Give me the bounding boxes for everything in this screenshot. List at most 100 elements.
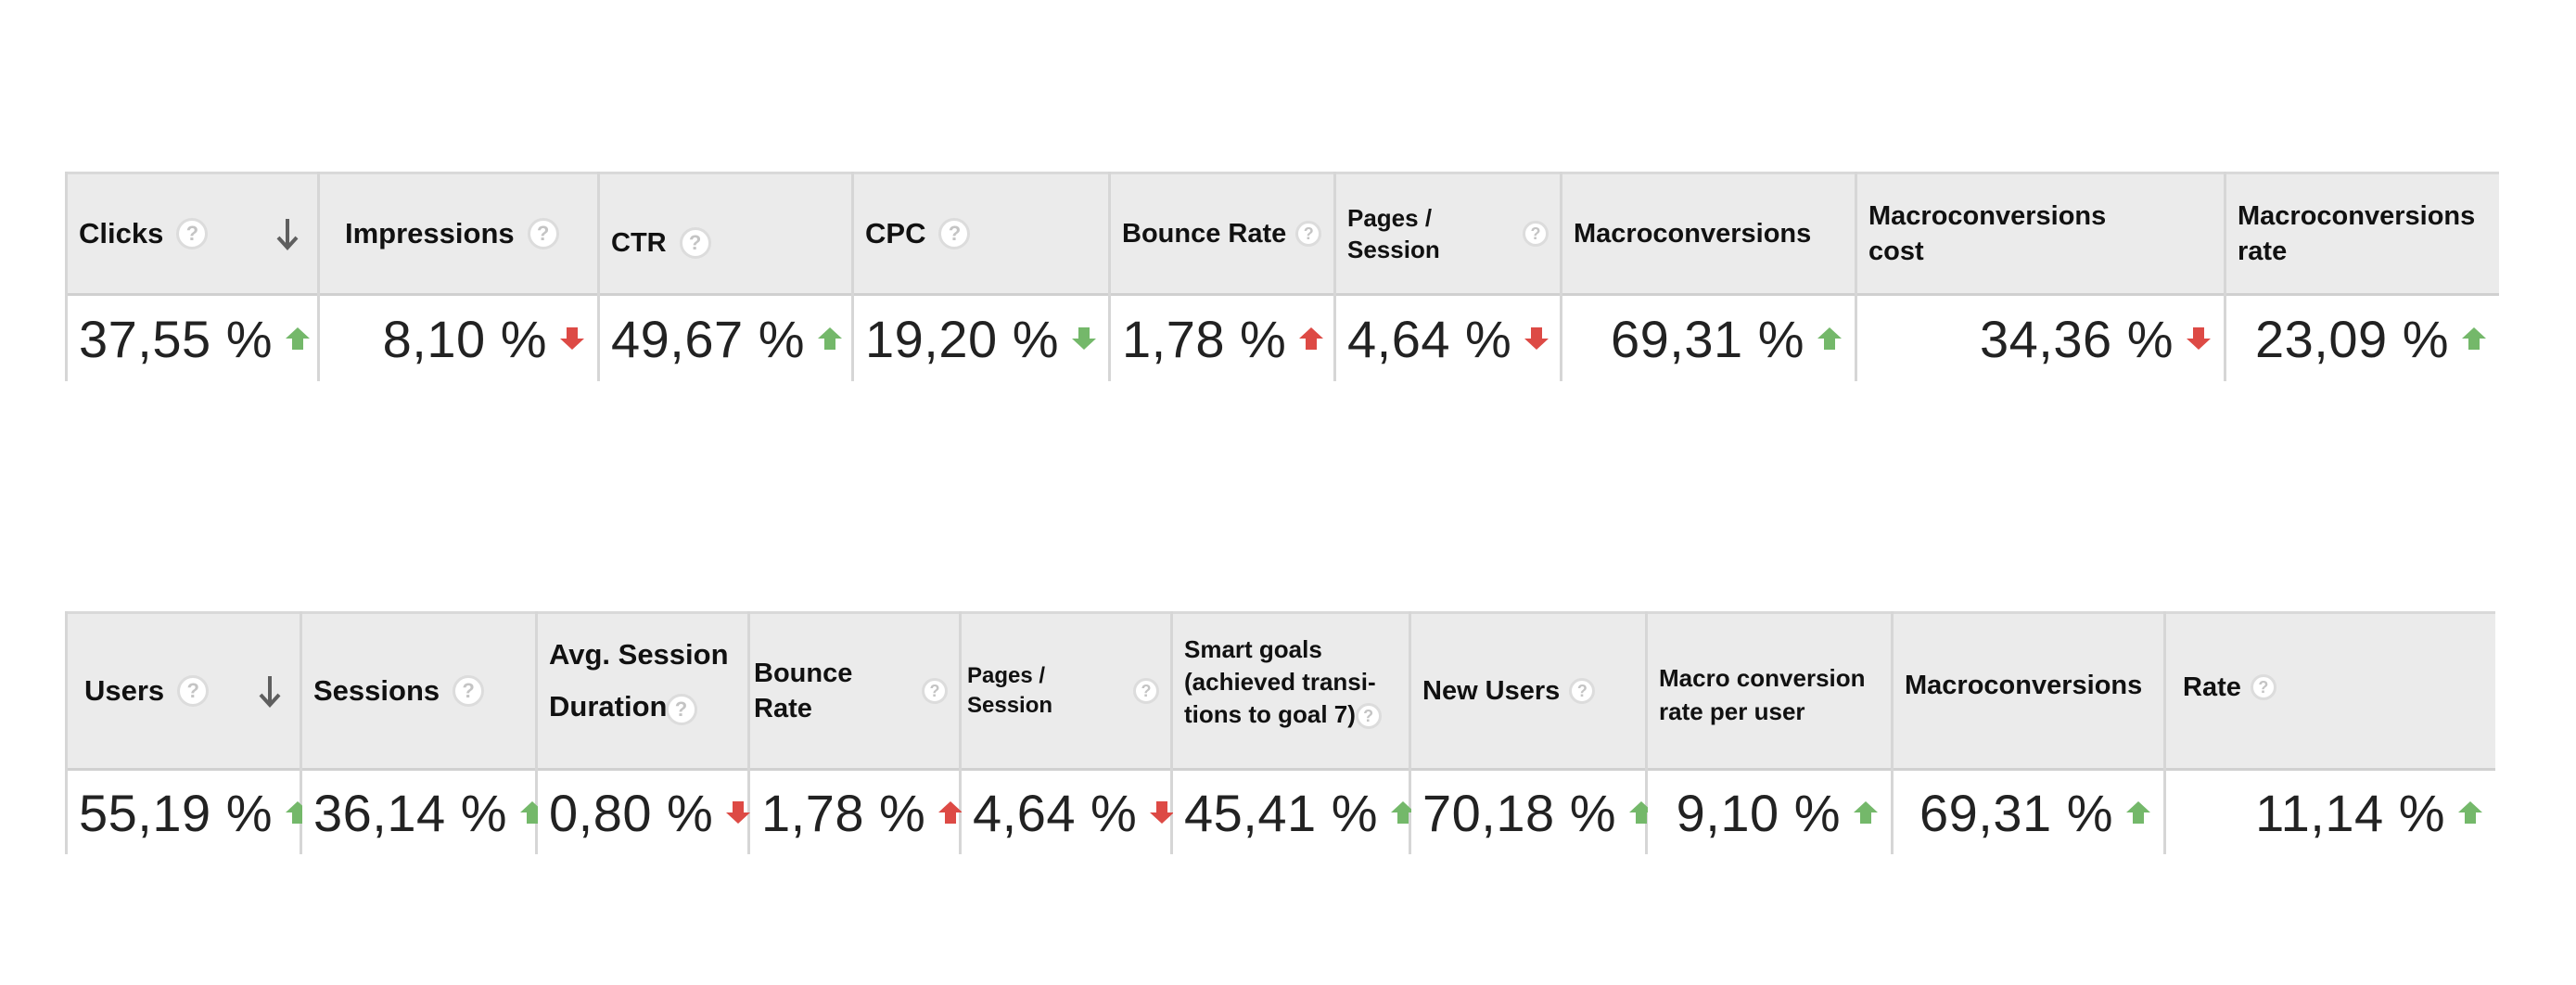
metric-value: 19,20 % xyxy=(854,296,1108,381)
header-label: Pages / Session xyxy=(1347,203,1440,263)
help-icon[interactable]: ? xyxy=(2250,674,2276,700)
help-icon[interactable]: ? xyxy=(453,675,485,707)
column-header-rate[interactable]: Rate ? xyxy=(2166,611,2495,771)
column-clicks: Clicks ? 37,55 % xyxy=(65,172,320,381)
metric-value: 4,64 % xyxy=(1336,296,1560,381)
value-text: 36,14 % xyxy=(313,783,507,842)
metric-value: 4,64 % xyxy=(962,771,1175,854)
column-avg-session-duration: Avg. Session Duration ? 0,80 % xyxy=(538,611,751,854)
sort-arrow-down-icon[interactable] xyxy=(257,672,283,710)
header-label: New Users xyxy=(1422,675,1561,706)
metric-value: 9,10 % xyxy=(1648,771,1891,854)
help-icon[interactable]: ? xyxy=(1133,678,1159,704)
value-text: 8,10 % xyxy=(382,309,547,368)
metrics-table-2: Users ? 55,19 % Sessions ? 36,14 % Avg. … xyxy=(65,611,2499,854)
header-label: Clicks xyxy=(79,216,164,249)
value-text: 4,64 % xyxy=(1347,309,1512,368)
trend-down-icon xyxy=(1072,327,1096,350)
column-header-ctr[interactable]: CTR ? xyxy=(600,172,851,296)
value-text: 70,18 % xyxy=(1422,783,1616,842)
value-text: 69,31 % xyxy=(1611,309,1804,368)
value-text: 11,14 % xyxy=(2255,783,2445,842)
column-macroconversions-rate: Macroconversions rate 23,09 % xyxy=(2226,172,2499,381)
value-text: 1,78 % xyxy=(1122,309,1287,368)
column-header-smart-goals[interactable]: Smart goals (achieved transi- tions to g… xyxy=(1173,611,1409,771)
help-icon[interactable]: ? xyxy=(1355,703,1382,729)
column-cpc: CPC ? 19,20 % xyxy=(854,172,1111,381)
value-text: 34,36 % xyxy=(1980,309,2174,368)
value-text: 55,19 % xyxy=(79,783,273,842)
metric-value: 70,18 % xyxy=(1411,771,1653,854)
trend-up-icon xyxy=(1817,327,1842,350)
trend-down-icon xyxy=(2187,327,2211,350)
column-header-impressions[interactable]: Impressions ? xyxy=(320,172,597,296)
column-header-macroconversions[interactable]: Macroconversions xyxy=(1894,611,2163,771)
column-header-macro-conversion-rate-per-user[interactable]: Macro conversion rate per user xyxy=(1648,611,1891,771)
column-sessions: Sessions ? 36,14 % xyxy=(302,611,544,854)
column-header-new-users[interactable]: New Users ? xyxy=(1411,611,1645,771)
trend-up-icon xyxy=(1854,801,1878,824)
header-label: Sessions xyxy=(313,673,440,707)
help-icon[interactable]: ? xyxy=(177,675,210,707)
column-pages-per-session: Pages / Session ? 4,64 % xyxy=(1336,172,1562,381)
column-ctr: CTR ? 49,67 % xyxy=(600,172,854,381)
help-icon[interactable]: ? xyxy=(1523,221,1549,247)
metric-value: 37,55 % xyxy=(68,296,317,381)
column-header-bounce-rate[interactable]: Bounce Rate ? xyxy=(750,611,959,771)
column-pages-per-session-2: Pages / Session ? 4,64 % xyxy=(962,611,1175,854)
column-header-bounce-rate[interactable]: Bounce Rate ? xyxy=(1111,172,1333,296)
column-header-avg-session-duration[interactable]: Avg. Session Duration ? xyxy=(538,611,747,771)
trend-up-icon xyxy=(818,327,842,350)
value-text: 0,80 % xyxy=(549,783,714,842)
column-macroconversions-cost: Macroconversions cost 34,36 % xyxy=(1857,172,2226,381)
trend-up-icon xyxy=(286,327,310,350)
column-smart-goals: Smart goals (achieved transi- tions to g… xyxy=(1173,611,1415,854)
header-label: Pages / Session xyxy=(967,663,1053,718)
column-header-cpc[interactable]: CPC ? xyxy=(854,172,1108,296)
value-text: 45,41 % xyxy=(1184,783,1378,842)
header-label: Impressions xyxy=(345,216,515,249)
help-icon[interactable]: ? xyxy=(527,218,559,249)
column-header-macroconversions-rate[interactable]: Macroconversions rate xyxy=(2226,172,2499,296)
help-icon[interactable]: ? xyxy=(1569,678,1596,704)
column-header-macroconversions-cost[interactable]: Macroconversions cost xyxy=(1857,172,2224,296)
trend-up-icon xyxy=(1299,327,1324,350)
column-header-users[interactable]: Users ? xyxy=(68,611,300,771)
sort-arrow-down-icon[interactable] xyxy=(274,215,300,252)
trend-up-icon xyxy=(1629,801,1653,824)
trend-down-icon xyxy=(1524,327,1549,350)
metric-value: 36,14 % xyxy=(302,771,544,854)
header-label: Users xyxy=(84,673,165,707)
header-label: Rate xyxy=(2183,672,2241,702)
help-icon[interactable]: ? xyxy=(665,694,697,725)
help-icon[interactable]: ? xyxy=(679,227,711,259)
trend-up-icon xyxy=(2126,801,2150,824)
header-label: Macroconversions cost xyxy=(1868,200,2107,266)
header-label: CPC xyxy=(865,216,926,249)
column-header-pages-per-session[interactable]: Pages / Session ? xyxy=(1336,172,1560,296)
column-new-users: New Users ? 70,18 % xyxy=(1411,611,1653,854)
value-text: 1,78 % xyxy=(761,783,926,842)
help-icon[interactable]: ? xyxy=(1295,221,1322,247)
trend-up-icon xyxy=(2458,801,2482,824)
column-bounce-rate-2: Bounce Rate ? 1,78 % xyxy=(750,611,963,854)
trend-down-icon xyxy=(560,327,584,350)
column-header-sessions[interactable]: Sessions ? xyxy=(302,611,535,771)
help-icon[interactable]: ? xyxy=(922,678,948,704)
metric-value: 45,41 % xyxy=(1173,771,1415,854)
header-label: Smart goals (achieved transi- tions to g… xyxy=(1184,634,1376,728)
help-icon[interactable]: ? xyxy=(938,218,971,249)
header-label: Avg. Session Duration xyxy=(549,638,729,723)
value-text: 19,20 % xyxy=(865,309,1059,368)
trend-down-icon xyxy=(1150,801,1175,824)
column-header-pages-per-session[interactable]: Pages / Session ? xyxy=(962,611,1170,771)
help-icon[interactable]: ? xyxy=(176,218,209,249)
trend-up-icon xyxy=(2462,327,2486,350)
column-header-clicks[interactable]: Clicks ? xyxy=(68,172,317,296)
value-text: 49,67 % xyxy=(611,309,805,368)
column-header-macroconversions[interactable]: Macroconversions xyxy=(1562,172,1855,296)
value-text: 23,09 % xyxy=(2255,309,2449,368)
metric-value: 69,31 % xyxy=(1894,771,2163,854)
column-macroconversions: Macroconversions 69,31 % xyxy=(1562,172,1857,381)
trend-up-icon xyxy=(938,801,963,824)
